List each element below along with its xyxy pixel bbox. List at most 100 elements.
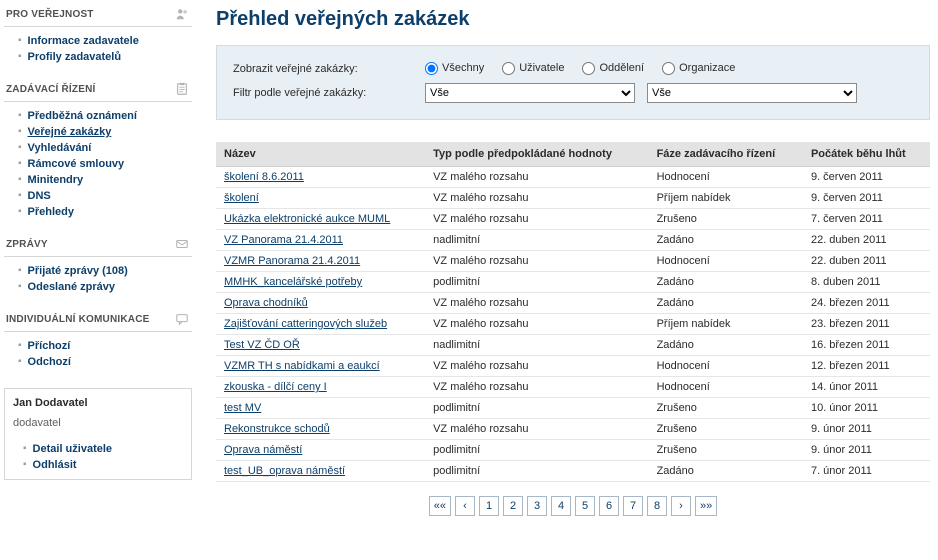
filter-radio-option[interactable]: Oddělení [582,62,644,74]
table-row: VZMR Panorama 21.4.2011 VZ malého rozsahu… [216,251,930,272]
cell-date: 9. únor 2011 [803,419,930,440]
tender-name-link[interactable]: VZMR Panorama 21.4.2011 [224,255,360,267]
filter-radio-label: Všechny [442,62,484,74]
sidebar-item[interactable]: ▪ Odchozí [8,354,192,370]
tender-name-link[interactable]: test MV [224,402,261,414]
sidebar-link[interactable]: Odeslané zprávy [28,281,115,293]
pager-page[interactable]: 4 [551,496,571,516]
sidebar-link[interactable]: Vyhledávání [28,142,92,154]
sidebar-item[interactable]: ▪Vyhledávání [8,140,192,156]
cell-name: Oprava náměstí [216,440,425,461]
filter-radio-input[interactable] [502,62,515,75]
tender-name-link[interactable]: VZ Panorama 21.4.2011 [224,234,343,246]
tender-name-link[interactable]: Oprava náměstí [224,444,302,456]
table-header-cell[interactable]: Počátek běhu lhůt [803,142,930,167]
sidebar-item[interactable]: ▪ DNS [8,188,192,204]
sidebar-link[interactable]: Informace zadavatele [28,35,139,47]
filter-radio-option[interactable]: Uživatele [502,62,564,74]
cell-phase: Zadáno [649,272,803,293]
pager-page[interactable]: 1 [479,496,499,516]
sidebar-item[interactable]: ▪Přehledy [8,204,192,220]
filter-by-label: Filtr podle veřejné zakázky: [233,87,413,99]
sidebar-link[interactable]: Předběžná oznámení [28,110,137,122]
filter-radio-input[interactable] [582,62,595,75]
pager-next[interactable]: › [671,496,691,516]
filter-select-1[interactable]: Vše [425,83,635,103]
user-menu-link[interactable]: Detail uživatele [33,443,112,455]
pager-last[interactable]: »» [695,496,717,516]
table-row: Test VZ ČD OŘnadlimitníZadáno16. březen … [216,335,930,356]
cell-phase: Zrušeno [649,209,803,230]
sidebar-section-title: INDIVIDUÁLNÍ KOMUNIKACE [6,314,150,325]
filter-radio-input[interactable] [425,62,438,75]
bullet-icon: ▪ [18,357,22,367]
cell-name: školení [216,188,425,209]
sidebar-item[interactable]: ▪Přijaté zprávy (108) [8,263,192,279]
tender-name-link[interactable]: Zajišťování catteringových služeb [224,318,387,330]
pager-page[interactable]: 5 [575,496,595,516]
pager-page[interactable]: 2 [503,496,523,516]
filter-radio-input[interactable] [662,62,675,75]
sidebar-item[interactable]: ▪Příchozí [8,338,192,354]
filter-radio-option[interactable]: Organizace [662,62,735,74]
sidebar-link[interactable]: Profily zadavatelů [28,51,122,63]
tender-name-link[interactable]: Test VZ ČD OŘ [224,339,300,351]
sidebar-link[interactable]: DNS [28,190,51,202]
sidebar-link[interactable]: Přehledy [28,206,74,218]
cell-phase: Příjem nabídek [649,188,803,209]
cell-date: 9. červen 2011 [803,188,930,209]
pager-prev[interactable]: ‹ [455,496,475,516]
tender-name-link[interactable]: test_UB_oprava náměstí [224,465,345,477]
sidebar-item[interactable]: ▪Veřejné zakázky [8,124,192,140]
sidebar-link[interactable]: Veřejné zakázky [28,126,112,138]
sidebar-link[interactable]: Odchozí [28,356,71,368]
table-header-cell[interactable]: Fáze zadávacího řízení [649,142,803,167]
cell-phase: Hodnocení [649,167,803,188]
bullet-icon: ▪ [18,175,22,185]
sidebar-link[interactable]: Rámcové smlouvy [28,158,125,170]
sidebar-section-header: INDIVIDUÁLNÍ KOMUNIKACE [4,305,192,332]
cell-type: nadlimitní [425,230,648,251]
table-header-cell[interactable]: Typ podle předpokládané hodnoty [425,142,648,167]
tender-name-link[interactable]: VZMR TH s nabídkami a eaukcí [224,360,380,372]
sidebar-link[interactable]: Minitendry [28,174,84,186]
sidebar-item[interactable]: ▪Odeslané zprávy [8,279,192,295]
cell-date: 23. březen 2011 [803,314,930,335]
cell-date: 24. březen 2011 [803,293,930,314]
tender-name-link[interactable]: Oprava chodníků [224,297,308,309]
cell-date: 12. březen 2011 [803,356,930,377]
cell-date: 9. únor 2011 [803,440,930,461]
pager-page[interactable]: 8 [647,496,667,516]
cell-type: podlimitní [425,272,648,293]
filter-select-2[interactable]: Vše [647,83,857,103]
sidebar-item[interactable]: ▪Informace zadavatele [8,33,192,49]
sidebar-link[interactable]: Přijaté zprávy (108) [28,265,128,277]
sidebar-item[interactable]: ▪ Minitendry [8,172,192,188]
pager-first[interactable]: «« [429,496,451,516]
bullet-icon: ▪ [18,191,22,201]
tender-name-link[interactable]: školení 8.6.2011 [224,171,304,183]
cell-type: VZ malého rozsahu [425,251,648,272]
cell-phase: Zadáno [649,335,803,356]
table-header-cell[interactable]: Název [216,142,425,167]
sidebar-link[interactable]: Příchozí [28,340,71,352]
table-row: školeníVZ malého rozsahuPříjem nabídek9.… [216,188,930,209]
pager-page[interactable]: 6 [599,496,619,516]
tender-name-link[interactable]: Rekonstrukce schodů [224,423,330,435]
user-menu-item[interactable]: ▪Odhlásit [13,457,183,473]
table-row: Zajišťování catteringových služebVZ malé… [216,314,930,335]
tender-name-link[interactable]: školení [224,192,259,204]
user-menu-item[interactable]: ▪Detail uživatele [13,441,183,457]
filter-radio-option[interactable]: Všechny [425,62,484,74]
user-menu-link[interactable]: Odhlásit [33,459,77,471]
cell-phase: Zadáno [649,293,803,314]
sidebar-item[interactable]: ▪Profily zadavatelů [8,49,192,65]
pager-page[interactable]: 7 [623,496,643,516]
tender-name-link[interactable]: MMHK_kancelářské potřeby [224,276,362,288]
cell-phase: Zadáno [649,461,803,482]
tender-name-link[interactable]: zkouska - dílčí ceny I [224,381,327,393]
sidebar-item[interactable]: ▪Rámcové smlouvy [8,156,192,172]
sidebar-item[interactable]: ▪Předběžná oznámení [8,108,192,124]
tender-name-link[interactable]: Ukázka elektronické aukce MUML [224,213,390,225]
cell-name: Ukázka elektronické aukce MUML [216,209,425,230]
